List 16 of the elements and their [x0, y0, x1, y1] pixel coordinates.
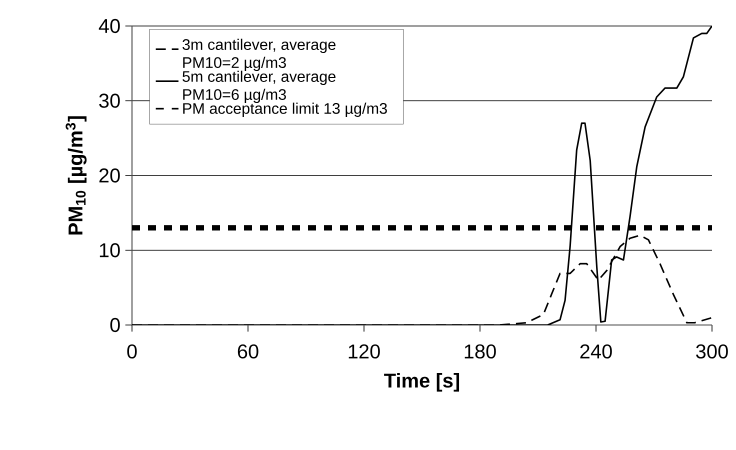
legend-label: 3m cantilever, average PM10=2 µg/m3: [182, 38, 336, 72]
y-tick-label: 0: [110, 318, 120, 332]
x-axis-title: Time [s]: [384, 372, 460, 392]
y-tick-label: 10: [100, 243, 120, 258]
y-tick-label: 20: [99, 168, 120, 183]
y-tick-label: 40: [98, 18, 120, 34]
x-tick-label: 60: [238, 344, 258, 359]
y-axis-title: PM$_{10}$ [µg/m$^{3}$]: [66, 116, 87, 234]
x-tick-label: 240: [580, 344, 612, 359]
y-tick-label: 30: [99, 94, 120, 108]
legend-label: PM acceptance limit 13 µg/m3: [183, 102, 387, 117]
legend-label: 5m cantilever, average PM10=6 µg/m3: [182, 70, 336, 103]
x-tick-label: 120: [348, 344, 380, 359]
x-tick-label: 0: [127, 344, 137, 359]
x-tick-label: 180: [464, 344, 496, 359]
x-tick-label: 300: [696, 344, 728, 359]
